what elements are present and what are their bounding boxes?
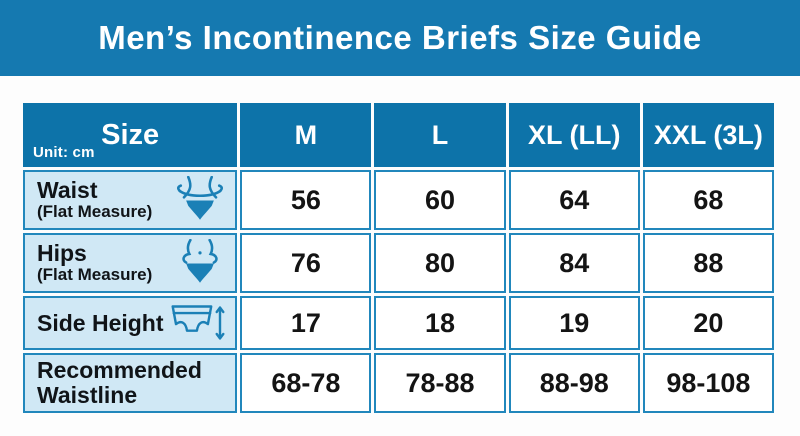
hips-value-m: 76 xyxy=(240,233,372,293)
table-row-recommended-waistline: Recommended Waistline 68-78 78-88 88-98 … xyxy=(23,353,774,413)
recommended-waistline-value-l: 78-88 xyxy=(374,353,506,413)
hips-value-l: 80 xyxy=(374,233,506,293)
column-header-l: L xyxy=(374,103,506,167)
title-banner: Men’s Incontinence Briefs Size Guide xyxy=(0,0,800,76)
row-label-waist: Waist (Flat Measure) xyxy=(23,170,238,230)
row-label-recommended-waistline: Recommended Waistline xyxy=(23,353,238,413)
recommended-waistline-value-m: 68-78 xyxy=(240,353,372,413)
waist-value-xl: 64 xyxy=(508,170,640,230)
column-header-xxl: XXL (3L) xyxy=(642,103,774,167)
row-label-text: Recommended Waistline xyxy=(37,357,202,408)
table-row-side-height: Side Height 17 18 19 20 xyxy=(23,296,774,350)
page-title: Men’s Incontinence Briefs Size Guide xyxy=(98,19,702,56)
row-label-text: Side Height xyxy=(37,309,164,336)
hips-value-xxl: 88 xyxy=(642,233,774,293)
side-height-value-m: 17 xyxy=(240,296,372,350)
hips-value-xl: 84 xyxy=(508,233,640,293)
waist-value-l: 60 xyxy=(374,170,506,230)
table-row-hips: Hips (Flat Measure) 76 80 84 88 xyxy=(23,233,774,293)
recommended-waistline-value-xl: 88-98 xyxy=(508,353,640,413)
row-label-hips: Hips (Flat Measure) xyxy=(23,233,238,293)
row-label-text: Waist xyxy=(37,177,98,204)
size-header-cell: Size Unit: cm xyxy=(23,103,238,167)
column-header-m: M xyxy=(240,103,372,167)
table-row-waist: Waist (Flat Measure) xyxy=(23,170,774,230)
row-label-side-height: Side Height xyxy=(23,296,238,350)
size-header-label: Size xyxy=(101,118,160,151)
waist-measure-icon xyxy=(177,176,224,220)
side-height-value-l: 18 xyxy=(374,296,506,350)
size-guide-table: Size Unit: cm M L XL (LL) XXL (3L) Waist… xyxy=(20,100,777,416)
waist-value-m: 56 xyxy=(240,170,372,230)
waist-value-xxl: 68 xyxy=(642,170,774,230)
row-sublabel-text: (Flat Measure) xyxy=(37,202,153,222)
briefs-height-icon xyxy=(171,305,225,340)
recommended-waistline-value-xxl: 98-108 xyxy=(642,353,774,413)
unit-note: Unit: cm xyxy=(33,144,95,161)
side-height-value-xl: 19 xyxy=(508,296,640,350)
hips-measure-icon xyxy=(182,239,218,283)
column-header-xl: XL (LL) xyxy=(508,103,640,167)
row-label-text: Hips xyxy=(37,240,87,267)
row-sublabel-text: (Flat Measure) xyxy=(37,265,153,285)
side-height-value-xxl: 20 xyxy=(642,296,774,350)
table-header-row: Size Unit: cm M L XL (LL) XXL (3L) xyxy=(23,103,774,167)
